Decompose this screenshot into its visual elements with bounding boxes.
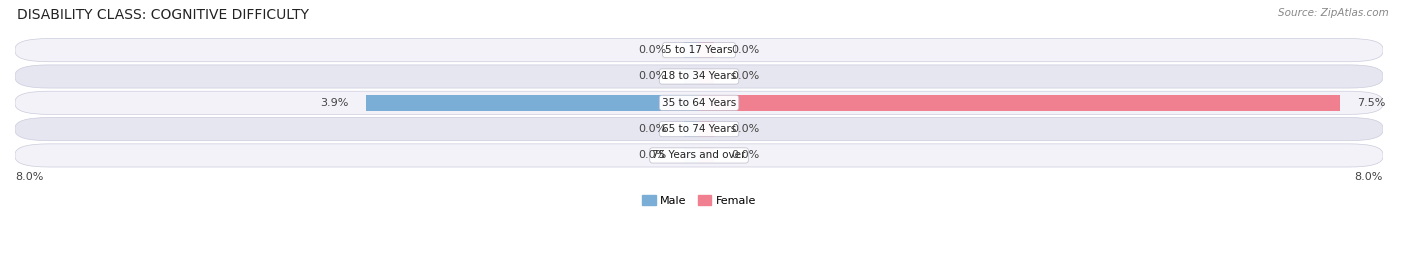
Text: DISABILITY CLASS: COGNITIVE DIFFICULTY: DISABILITY CLASS: COGNITIVE DIFFICULTY: [17, 8, 309, 22]
Text: 0.0%: 0.0%: [638, 45, 666, 55]
Bar: [683, 42, 699, 58]
Text: 8.0%: 8.0%: [1354, 172, 1384, 182]
Text: 0.0%: 0.0%: [638, 72, 666, 82]
Text: 0.0%: 0.0%: [638, 124, 666, 134]
FancyBboxPatch shape: [15, 118, 1384, 141]
Text: 8.0%: 8.0%: [15, 172, 44, 182]
Text: Source: ZipAtlas.com: Source: ZipAtlas.com: [1278, 8, 1389, 18]
Bar: [699, 121, 714, 137]
FancyBboxPatch shape: [15, 65, 1384, 88]
Text: 0.0%: 0.0%: [731, 124, 759, 134]
Text: 65 to 74 Years: 65 to 74 Years: [662, 124, 737, 134]
Text: 0.0%: 0.0%: [731, 150, 759, 160]
Bar: [683, 69, 699, 84]
Text: 0.0%: 0.0%: [638, 150, 666, 160]
Text: 7.5%: 7.5%: [1357, 98, 1386, 108]
Bar: [683, 147, 699, 163]
Bar: [699, 42, 714, 58]
Text: 3.9%: 3.9%: [321, 98, 349, 108]
Text: 0.0%: 0.0%: [731, 45, 759, 55]
FancyBboxPatch shape: [15, 91, 1384, 114]
Bar: [699, 69, 714, 84]
FancyBboxPatch shape: [15, 144, 1384, 167]
Legend: Male, Female: Male, Female: [638, 191, 761, 210]
Text: 18 to 34 Years: 18 to 34 Years: [662, 72, 737, 82]
Text: 35 to 64 Years: 35 to 64 Years: [662, 98, 737, 108]
Text: 5 to 17 Years: 5 to 17 Years: [665, 45, 733, 55]
Bar: [683, 121, 699, 137]
FancyBboxPatch shape: [15, 38, 1384, 62]
Text: 0.0%: 0.0%: [731, 72, 759, 82]
Bar: [366, 95, 699, 111]
Bar: [699, 147, 714, 163]
Bar: [699, 95, 1340, 111]
Text: 75 Years and over: 75 Years and over: [652, 150, 745, 160]
